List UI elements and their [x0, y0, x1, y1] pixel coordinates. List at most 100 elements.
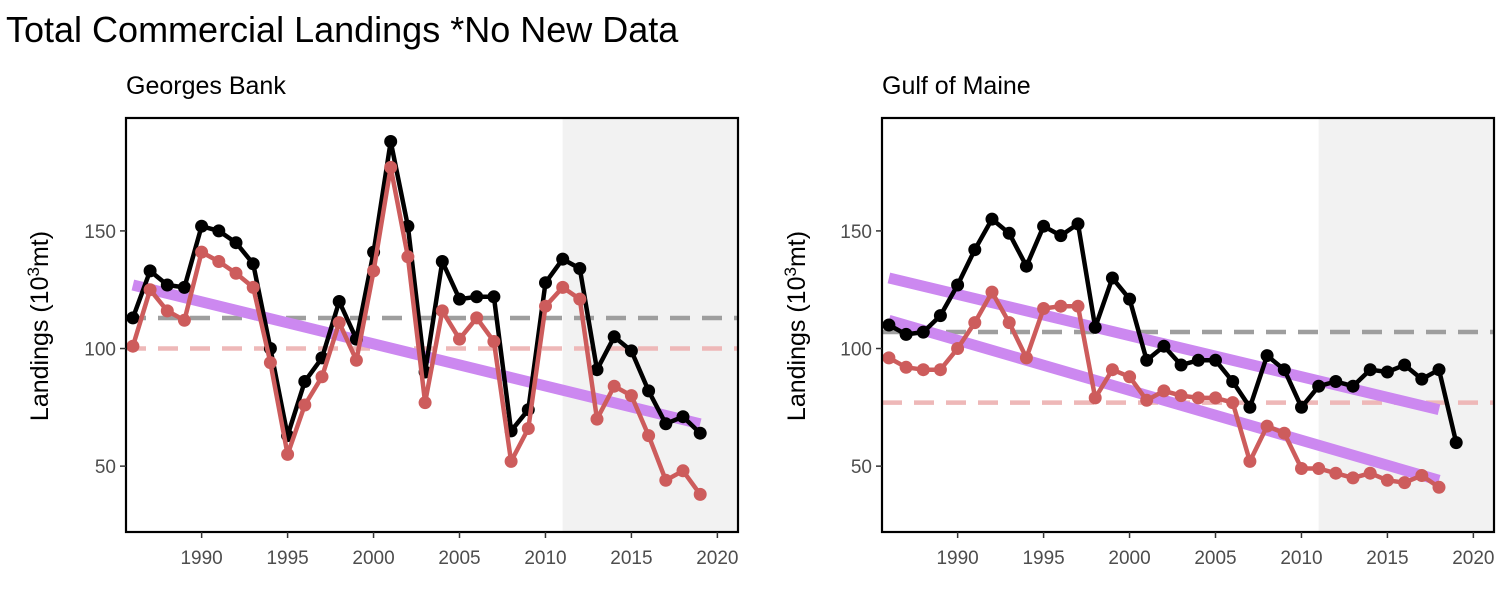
- total-data-point: [573, 262, 587, 275]
- commercial-data-point: [281, 447, 295, 461]
- total-data-point: [1174, 358, 1188, 372]
- total-data-point: [1277, 363, 1291, 377]
- y-tick-label: 50: [851, 457, 872, 478]
- commercial-data-point: [1415, 469, 1429, 482]
- commercial-data-point: [418, 396, 432, 410]
- figure-title: Total Commercial Landings *No New Data: [6, 9, 679, 50]
- commercial-data-point: [1432, 480, 1446, 494]
- y-axis-label: Landings (103mt): [781, 231, 811, 421]
- commercial-data-point: [1140, 393, 1154, 407]
- commercial-data-point: [367, 264, 381, 278]
- commercial-data-point: [453, 332, 466, 346]
- commercial-data-point: [1105, 363, 1119, 377]
- total-data-point: [1209, 353, 1222, 367]
- commercial-data-point: [1123, 370, 1137, 384]
- total-data-point: [246, 257, 260, 271]
- shaded-region: [1318, 118, 1494, 532]
- shaded-region: [562, 118, 738, 532]
- commercial-data-point: [882, 351, 896, 365]
- y-tick-label: 100: [840, 340, 872, 361]
- commercial-data-point: [1226, 396, 1240, 410]
- commercial-data-point: [1277, 426, 1291, 440]
- total-data-point: [882, 318, 896, 332]
- y-tick-label: 150: [84, 222, 116, 243]
- commercial-data-point: [1295, 462, 1308, 475]
- y-tick-label: 150: [840, 222, 872, 243]
- commercial-data-point: [195, 245, 209, 259]
- total-data-point: [624, 344, 638, 358]
- total-data-point: [1312, 379, 1326, 393]
- total-data-point: [916, 325, 930, 339]
- total-data-point: [968, 243, 982, 257]
- commercial-data-point: [1174, 389, 1188, 403]
- commercial-data-point: [676, 464, 690, 478]
- plot-area: 1990 1995 2000 2005 2010 2015 2020 50 100 150: [840, 116, 1496, 569]
- x-tick-label: 1995: [266, 548, 308, 569]
- y-tick-label: 50: [95, 457, 116, 478]
- commercial-data-point: [177, 313, 191, 327]
- total-data-point: [1157, 339, 1171, 353]
- total-data-point: [951, 278, 965, 292]
- commercial-data-point: [968, 316, 982, 330]
- total-data-point: [1398, 358, 1412, 372]
- y-axis-label: Landings (103mt): [24, 231, 54, 421]
- commercial-data-point: [143, 283, 157, 297]
- total-data-point: [126, 311, 140, 325]
- commercial-data-point: [951, 342, 965, 355]
- commercial-data-point: [315, 370, 329, 384]
- total-data-point: [1329, 375, 1343, 388]
- total-data-point: [899, 327, 913, 341]
- x-tick-label: 1990: [936, 548, 978, 569]
- commercial-data-point: [1312, 462, 1326, 475]
- panel-title: Georges Bank: [126, 72, 286, 100]
- commercial-data-point: [1260, 419, 1274, 433]
- total-data-point: [470, 290, 484, 304]
- total-data-point: [1123, 292, 1137, 306]
- trend-line: [887, 315, 1441, 486]
- total-data-point: [1071, 217, 1085, 231]
- commercial-data-point: [1088, 391, 1102, 405]
- x-tick-label: 2010: [524, 548, 566, 569]
- commercial-data-point: [916, 363, 930, 377]
- x-tick-label: 1995: [1022, 548, 1064, 569]
- commercial-data-point: [1380, 473, 1394, 487]
- commercial-data-point: [435, 304, 449, 318]
- commercial-data-point: [1054, 299, 1068, 313]
- commercial-data-point: [642, 429, 656, 443]
- commercial-data-point: [659, 473, 673, 487]
- commercial-data-point: [985, 285, 999, 299]
- plot-border: [880, 116, 1496, 534]
- commercial-data-point: [1346, 471, 1360, 485]
- total-data-point: [1363, 363, 1377, 377]
- total-data-point: [590, 363, 604, 377]
- commercial-data-point: [246, 280, 260, 294]
- x-tick-label: 1990: [180, 548, 222, 569]
- total-data-point: [1226, 375, 1240, 388]
- commercial-data-point: [1037, 302, 1051, 315]
- total-data-point: [212, 224, 226, 238]
- plot-area: 1990 1995 2000 2005 2010 2015 2020 50 100 150: [84, 116, 740, 569]
- total-data-point: [453, 292, 466, 306]
- total-data-point: [435, 255, 449, 268]
- total-data-point: [985, 212, 999, 226]
- commercial-data-point: [556, 280, 570, 294]
- total-data-point: [229, 236, 243, 250]
- commercial-data-point: [521, 422, 535, 435]
- commercial-data-point: [1243, 454, 1257, 468]
- total-data-point: [1449, 436, 1463, 450]
- commercial-data-point: [504, 454, 518, 468]
- total-data-point: [143, 264, 157, 278]
- commercial-data-point: [487, 335, 501, 348]
- total-data-point: [1415, 372, 1429, 386]
- commercial-data-point: [693, 487, 707, 501]
- total-data-point: [1002, 226, 1016, 240]
- x-tick-label: 2020: [1452, 548, 1494, 569]
- commercial-data-point: [1019, 351, 1033, 365]
- total-data-point: [487, 290, 501, 304]
- commercial-data-point: [384, 160, 398, 174]
- total-data-point: [1243, 400, 1257, 414]
- total-data-point: [160, 278, 174, 292]
- commercial-data-point: [573, 292, 587, 306]
- commercial-data-point: [470, 311, 484, 325]
